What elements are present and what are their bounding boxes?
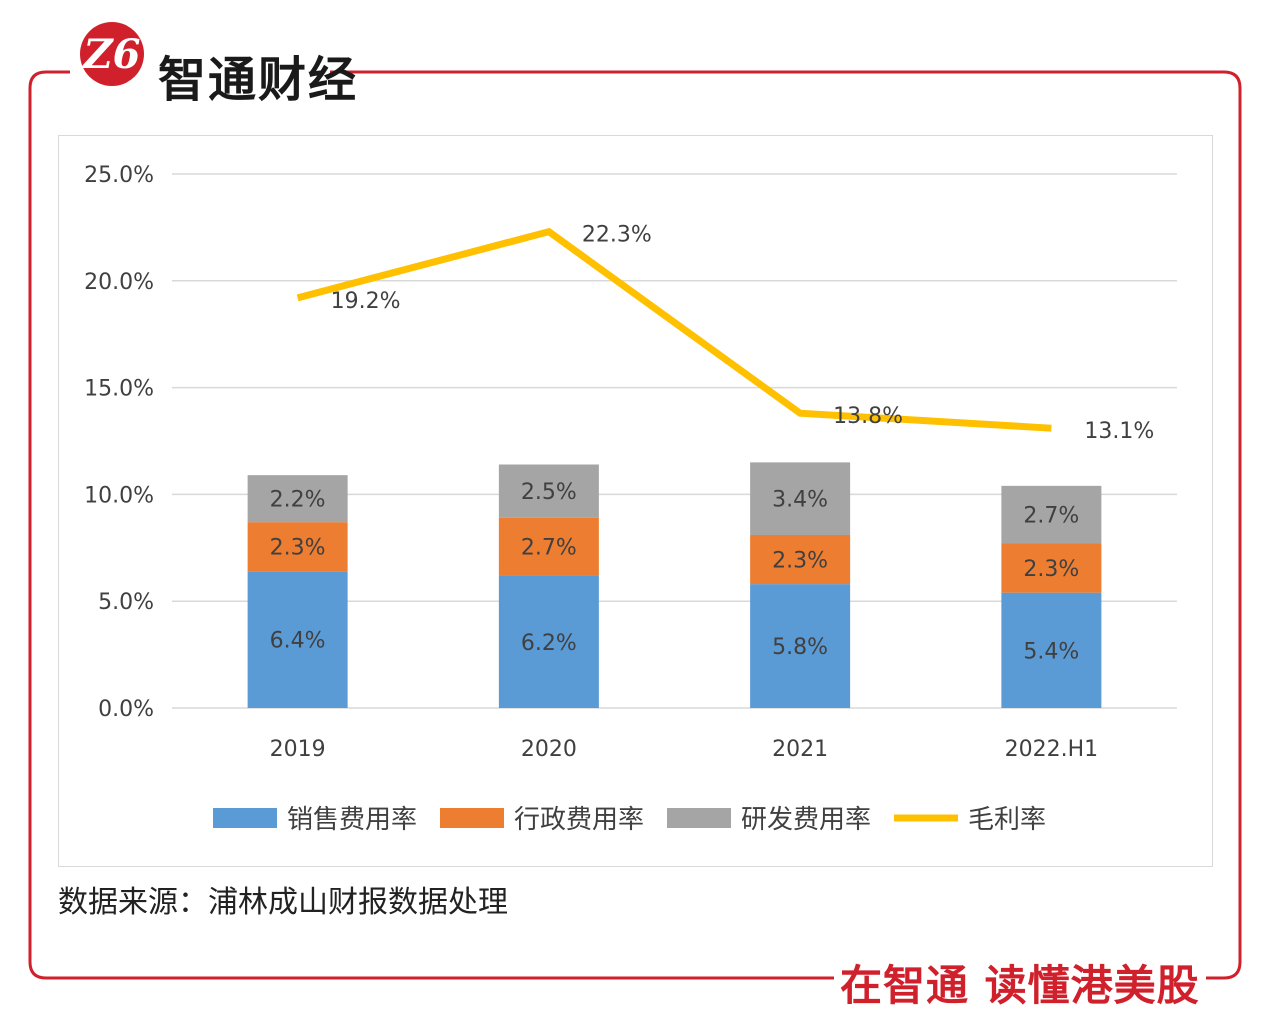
legend-label: 研发费用率 [741, 805, 871, 835]
bar-segment [750, 584, 851, 708]
bar-data-label: 6.2% [521, 631, 577, 656]
bar-data-label: 5.4% [1023, 639, 1079, 664]
legend-swatch [667, 808, 731, 828]
source-note: 数据来源：浦林成山财报数据处理 [58, 885, 508, 920]
line-data-label: 13.8% [833, 404, 903, 429]
bar-data-label: 2.3% [772, 549, 828, 574]
legend-swatch [213, 808, 277, 828]
bar-segment [1001, 592, 1102, 708]
x-tick-label: 2021 [772, 737, 828, 762]
y-tick-label: 0.0% [98, 697, 154, 722]
legend-label: 销售费用率 [287, 805, 417, 835]
y-tick-label: 10.0% [84, 483, 154, 508]
bar-segment [1001, 543, 1102, 593]
y-tick-label: 25.0% [84, 163, 154, 188]
bar-segment [498, 464, 599, 518]
bar-segment [247, 522, 348, 572]
line-series-gross-margin [296, 227, 1052, 432]
legend-swatch [440, 808, 504, 828]
brand-logo-icon: Z6 [80, 22, 144, 86]
bar-data-label: 2.3% [270, 536, 326, 561]
bar-data-label: 3.4% [772, 488, 828, 513]
bar-data-label: 2.3% [1023, 557, 1079, 582]
x-tick-label: 2022.H1 [1005, 737, 1099, 762]
legend-label: 行政费用率 [514, 805, 644, 835]
y-tick-label: 15.0% [84, 377, 154, 402]
line-data-label: 13.1% [1084, 419, 1154, 444]
bar-data-label: 2.7% [1023, 504, 1079, 529]
bar-data-label: 2.2% [270, 488, 326, 513]
bar-data-label: 2.5% [521, 480, 577, 505]
line-data-label: 22.3% [582, 223, 652, 248]
x-tick-label: 2019 [270, 737, 326, 762]
y-tick-label: 20.0% [84, 270, 154, 295]
bar-segment [498, 517, 599, 576]
bar-segment [247, 475, 348, 523]
bar-segment [498, 575, 599, 708]
chart-container: 0.0% 5.0% 10.0% 15.0% 20.0% 25.0% 6.4% 2.3% 2.2%… [58, 135, 1213, 867]
x-tick-label: 2020 [521, 737, 577, 762]
stacked-bar-line-chart: 0.0% 5.0% 10.0% 15.0% 20.0% 25.0% 6.4% 2.3% 2.2%… [84, 163, 1177, 835]
bar-segment [1001, 485, 1102, 544]
legend-label: 毛利率 [968, 805, 1046, 835]
line-data-label: 19.2% [331, 289, 401, 314]
bar-data-label: 2.7% [521, 536, 577, 561]
y-tick-label: 5.0% [98, 590, 154, 615]
brand-slogan: 在智通 读懂港美股 [834, 952, 1206, 1013]
bar-segment [247, 571, 348, 708]
bar-segment [750, 534, 851, 585]
bar-data-label: 6.4% [270, 629, 326, 654]
bar-data-label: 5.8% [772, 635, 828, 660]
bar-segment [750, 462, 851, 535]
brand-name: 智通财经 [158, 52, 359, 108]
